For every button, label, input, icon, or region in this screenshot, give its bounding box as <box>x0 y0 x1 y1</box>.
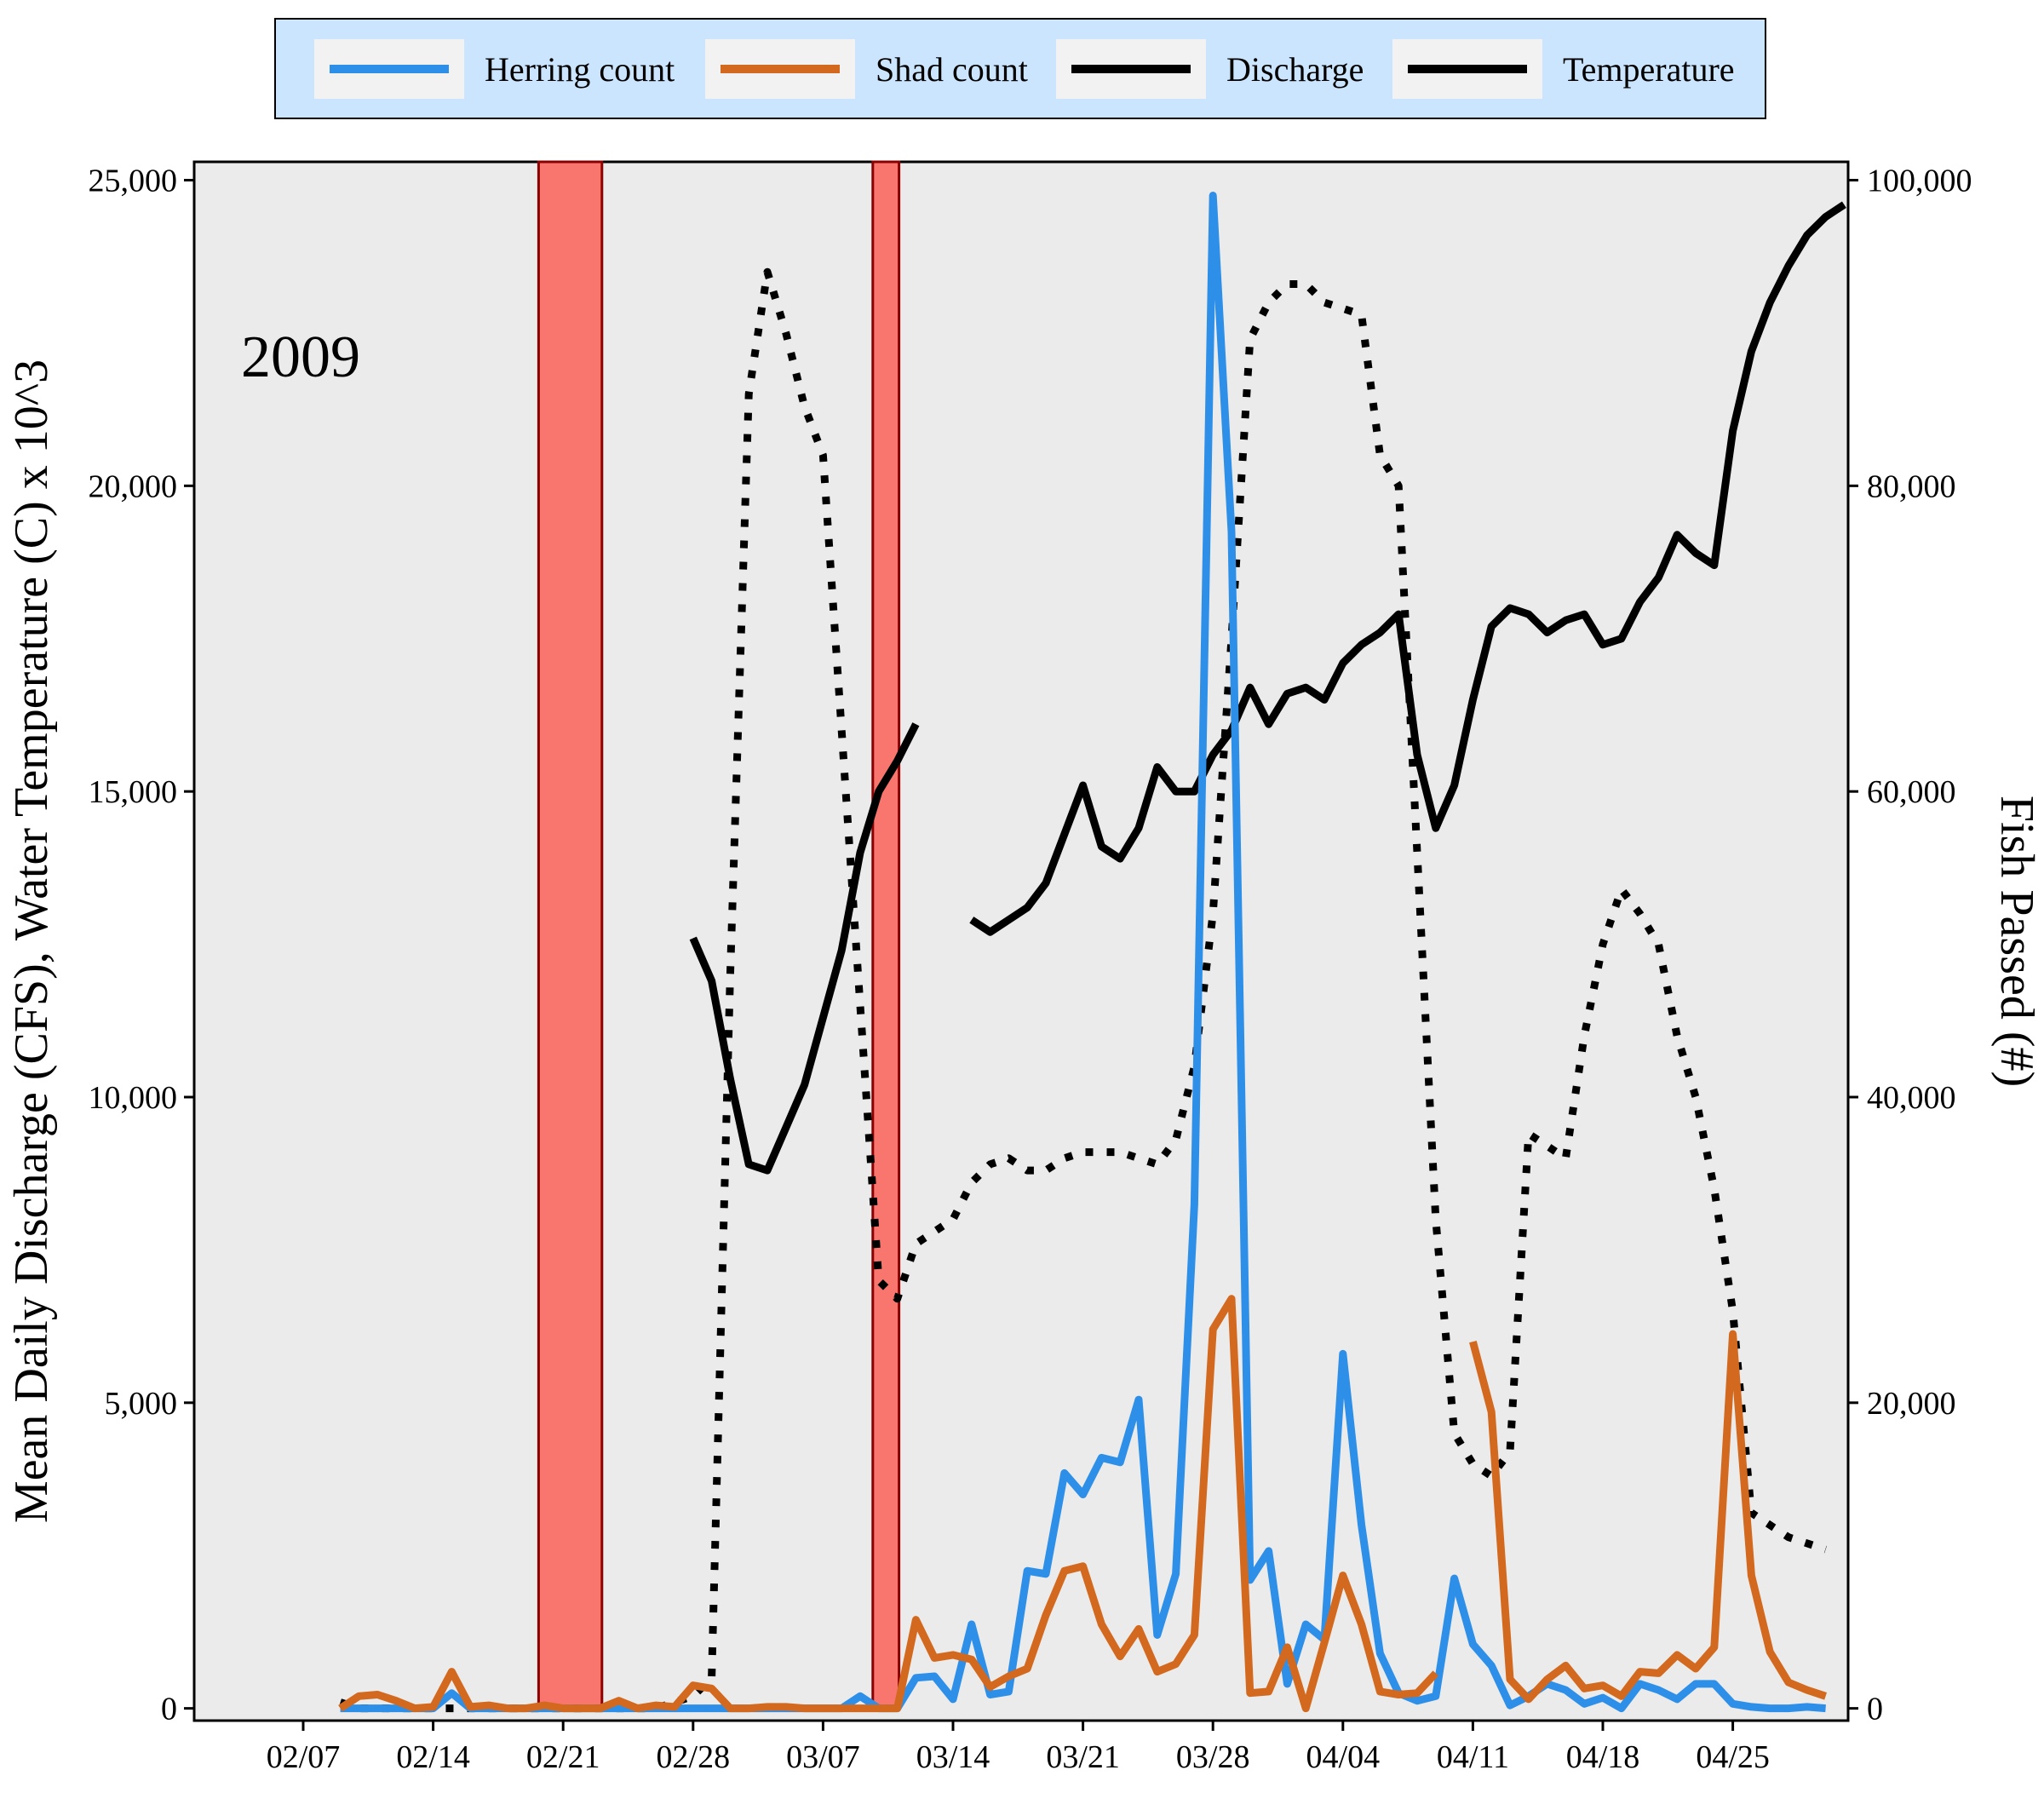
right-axis-title: Fish Passed (#) <box>1990 796 2043 1087</box>
x-tick-label: 03/28 <box>1176 1739 1250 1775</box>
right-tick-label: 20,000 <box>1867 1386 1956 1422</box>
temperature-line-1 <box>689 722 920 1175</box>
left-tick-label: 10,000 <box>89 1080 178 1116</box>
x-tick-label: 04/18 <box>1566 1739 1640 1775</box>
left-tick-label: 20,000 <box>89 468 178 504</box>
x-tick-label: 03/07 <box>786 1739 860 1775</box>
x-tick-label: 03/21 <box>1046 1739 1120 1775</box>
shad-count-line-1 <box>338 1295 1439 1713</box>
left-tick-label: 25,000 <box>89 164 178 199</box>
left-tick-label: 5,000 <box>105 1386 178 1422</box>
left-axis: 0 5,000 10,000 15,000 20,000 25,000 <box>89 164 194 1727</box>
plot-panel <box>192 160 1850 1722</box>
right-tick-label: 80,000 <box>1867 468 1956 504</box>
left-tick-label: 15,000 <box>89 774 178 810</box>
right-tick-label: 40,000 <box>1867 1080 1956 1116</box>
x-tick-label: 03/14 <box>916 1739 990 1775</box>
legend-label-shad-count: Shad count <box>876 50 1028 89</box>
x-axis: 02/07 02/14 02/21 02/28 03/07 03/14 03/21 03/28… <box>267 1721 1770 1775</box>
right-tick-label: 60,000 <box>1867 774 1956 810</box>
legend-label-herring-count: Herring count <box>485 50 675 89</box>
x-tick-label: 02/14 <box>396 1739 470 1775</box>
x-tick-label: 02/28 <box>657 1739 731 1775</box>
x-tick-label: 04/25 <box>1696 1739 1770 1775</box>
year-label: 2009 <box>241 325 360 390</box>
left-tick-label: 0 <box>161 1692 177 1727</box>
legend: Herring count Shad count Discharge Temperat… <box>274 18 1766 119</box>
x-tick-label: 04/04 <box>1306 1739 1381 1775</box>
x-tick-label: 04/11 <box>1437 1739 1509 1775</box>
series-layer <box>338 192 1846 1713</box>
right-tick-label: 0 <box>1867 1692 1883 1727</box>
shad-count-line-2 <box>1469 1330 1828 1704</box>
right-tick-label: 100,000 <box>1867 164 1972 199</box>
temperature-line-2 <box>969 201 1846 936</box>
x-tick-label: 02/07 <box>267 1739 341 1775</box>
legend-label-temperature: Temperature <box>1563 50 1735 89</box>
shaded-period-1 <box>537 160 604 1710</box>
shaded-period-2 <box>871 160 901 1710</box>
x-tick-label: 02/21 <box>526 1739 600 1775</box>
right-axis: 0 20,000 40,000 60,000 80,000 100,000 <box>1848 164 1972 1727</box>
left-axis-title: Mean Daily Discharge (CFS), Water Temper… <box>5 359 58 1523</box>
legend-label-discharge: Discharge <box>1226 50 1364 89</box>
